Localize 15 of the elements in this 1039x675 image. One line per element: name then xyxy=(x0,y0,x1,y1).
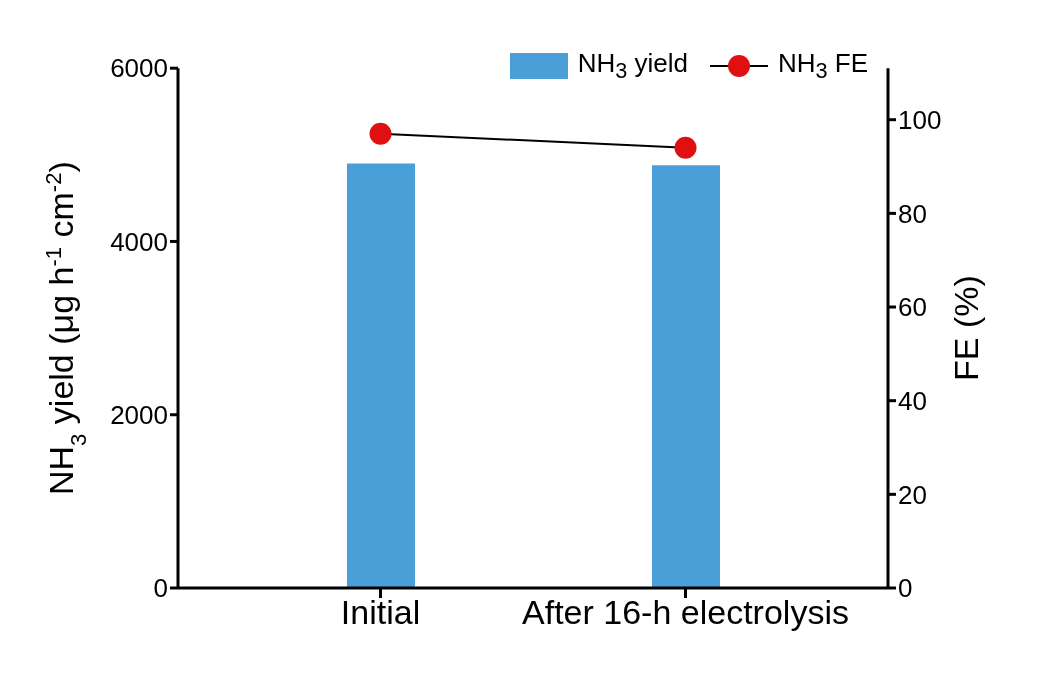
y2-tick-label: 60 xyxy=(898,292,927,323)
y-tick-label: 0 xyxy=(153,573,168,604)
y-tick-label: 2000 xyxy=(110,399,168,430)
y2-axis-title: FE (%) xyxy=(947,275,985,381)
x-tick-label: Initial xyxy=(340,593,421,632)
y2-tick-label: 0 xyxy=(898,573,913,604)
legend-label: NH$_{3}$ yield xyxy=(577,48,688,85)
y2-tick-label: 20 xyxy=(898,479,927,510)
y2-tick-label: 80 xyxy=(898,198,927,229)
x-tick-label: After 16-h electrolysis xyxy=(522,593,849,632)
legend-label: NH$_{3}$ FE xyxy=(777,48,868,85)
y-tick-label: 6000 xyxy=(110,53,168,84)
y2-tick-label: 40 xyxy=(898,385,927,416)
y-tick-label: 4000 xyxy=(110,226,168,257)
y2-tick-label: 100 xyxy=(898,104,942,135)
